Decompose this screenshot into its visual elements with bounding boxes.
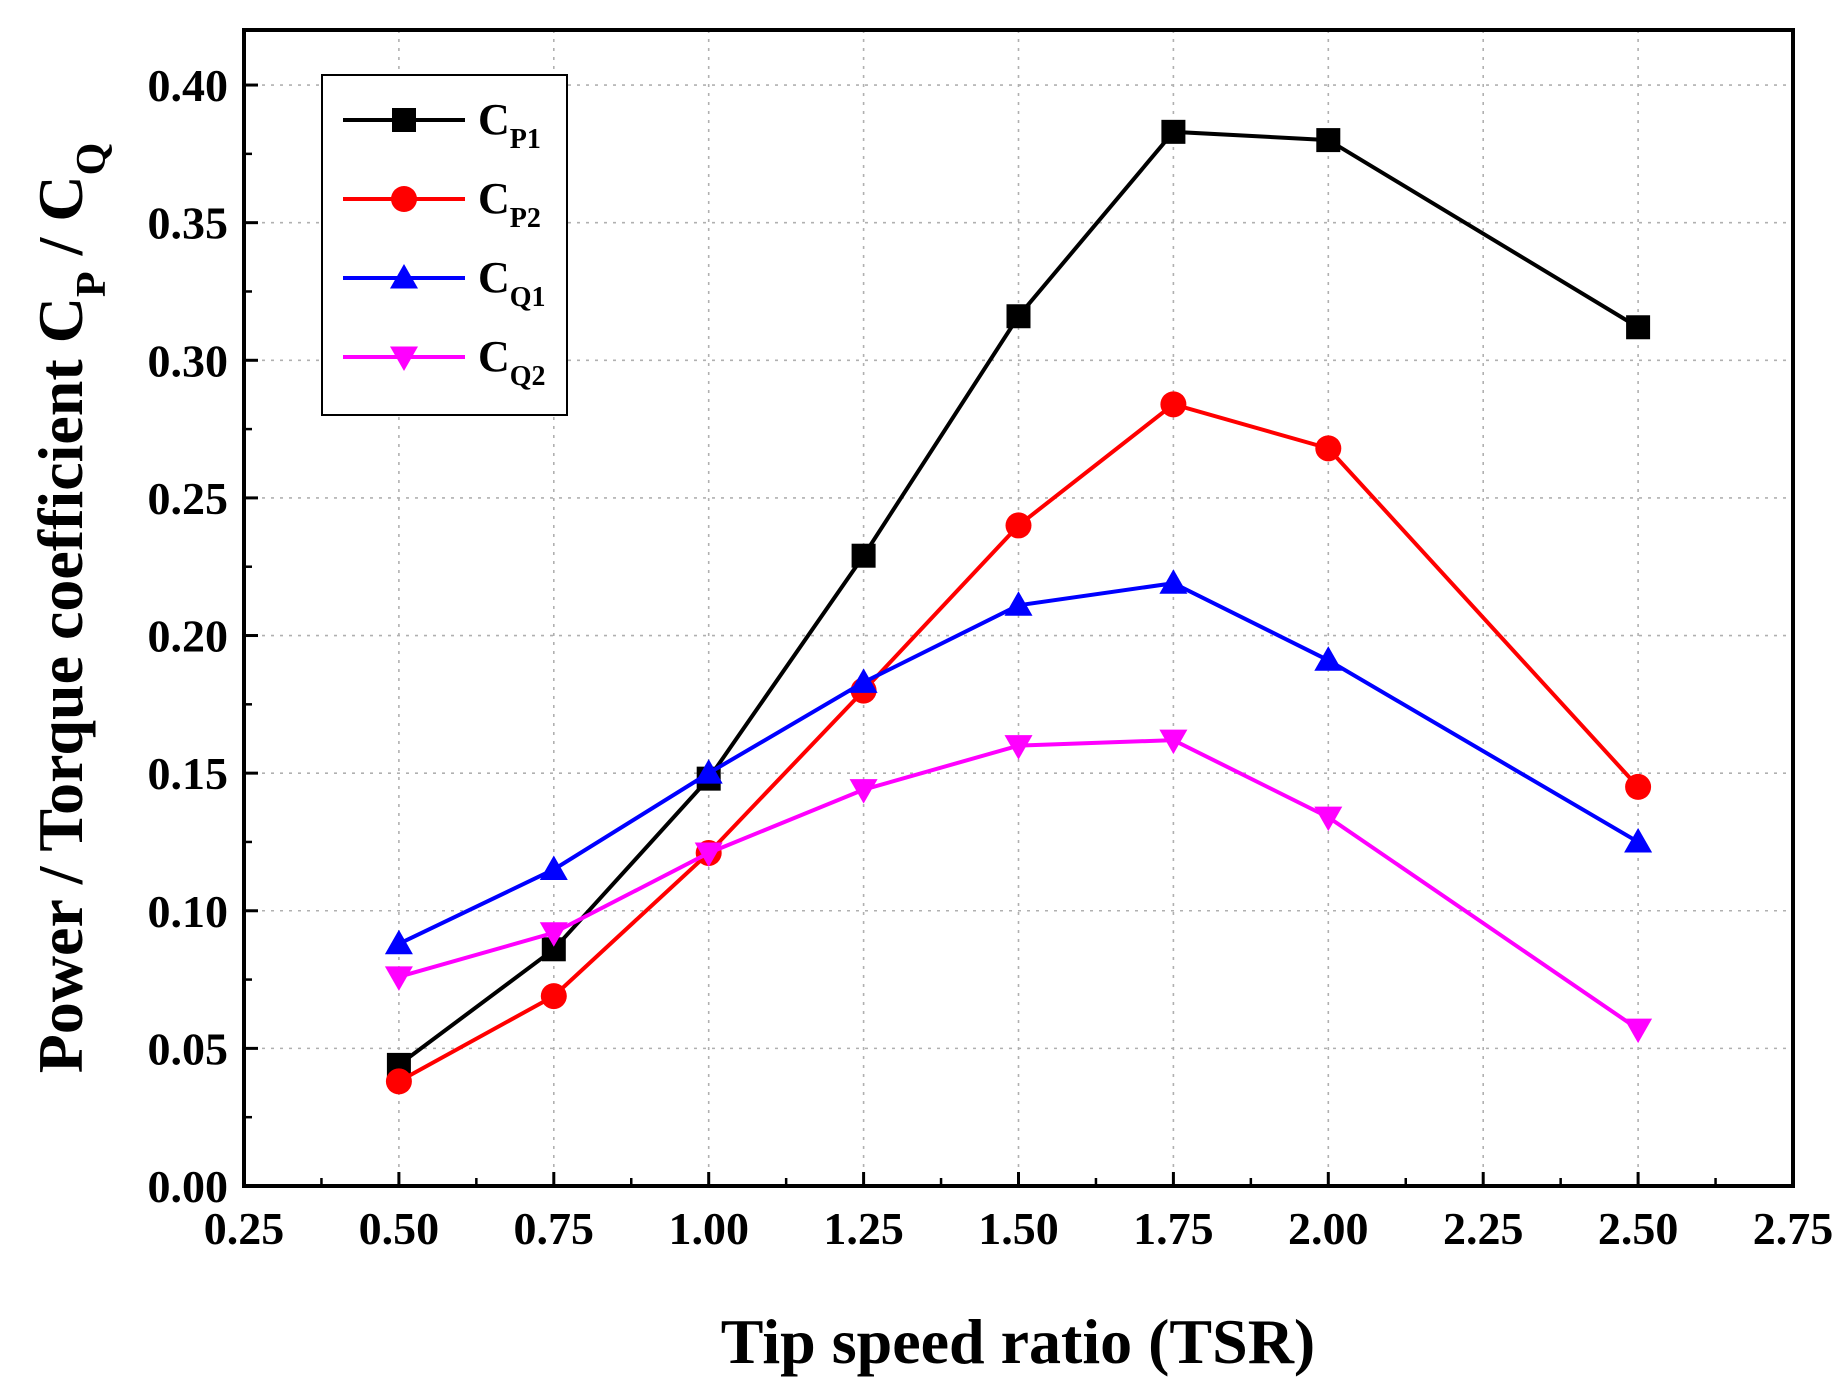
y-tick-label: 0.35 xyxy=(148,198,229,249)
data-point-cq1 xyxy=(539,855,568,880)
data-point-cp1 xyxy=(1316,128,1341,153)
data-point-cq1 xyxy=(384,929,413,955)
data-point-cq2 xyxy=(849,779,878,804)
ticks: 0.25 0.50 0.75 1.00 1.25 1.50 1.75 2.00 2.25 2.50… xyxy=(148,60,1834,1254)
x-tick-label: 2.25 xyxy=(1443,1203,1524,1254)
data-point-cp2 xyxy=(1160,391,1187,418)
y-axis-title-mid: / C xyxy=(25,175,96,271)
legend-label-main: C xyxy=(478,332,510,381)
data-point-cq1 xyxy=(849,668,878,693)
y-tick-label: 0.20 xyxy=(148,611,229,662)
data-point-cp1 xyxy=(1626,315,1651,340)
data-point-cq2 xyxy=(539,922,568,947)
legend-label-main: C xyxy=(478,174,510,223)
y-axis-title-sub2: Q xyxy=(69,143,115,176)
data-point-cp1 xyxy=(1161,119,1186,144)
data-point-cq2 xyxy=(1314,806,1343,832)
data-point-cq1 xyxy=(1004,591,1033,616)
y-tick-label: 0.15 xyxy=(148,748,229,799)
series-line-cp2 xyxy=(397,402,1640,1084)
data-point-cp1 xyxy=(851,543,876,568)
data-point-cp2 xyxy=(1625,773,1652,800)
legend-label-sub: Q2 xyxy=(510,361,546,392)
legend-label-sub: Q1 xyxy=(510,282,546,313)
data-point-cq2 xyxy=(1159,729,1188,755)
legend-label-sub: P1 xyxy=(510,124,541,155)
series-line-cq1 xyxy=(398,581,1640,946)
y-tick-label: 0.05 xyxy=(148,1023,229,1074)
y-tick-label: 0.30 xyxy=(148,335,229,386)
x-tick-label: 0.50 xyxy=(359,1203,440,1254)
series-line-cq2 xyxy=(398,738,1640,1031)
data-point-cq2 xyxy=(384,966,413,991)
legend-label-cp2: CP2 xyxy=(478,174,541,234)
data-point-cq2 xyxy=(1624,1018,1653,1044)
legend-label-cq2: CQ2 xyxy=(478,332,546,392)
legend-marker-cp1 xyxy=(392,108,416,132)
data-point-cp2 xyxy=(1315,435,1342,462)
x-axis-title: Tip speed ratio (TSR) xyxy=(721,1306,1315,1377)
legend-label-cq1: CQ1 xyxy=(478,253,546,313)
x-tick-label: 2.50 xyxy=(1598,1203,1679,1254)
data-point-cp1 xyxy=(1006,304,1031,329)
data-point-cp2 xyxy=(1005,512,1032,539)
legend-marker-cq2 xyxy=(390,346,418,371)
legend-marker-cp2 xyxy=(391,186,417,212)
y-axis-title-prefix: Power / Torque coefficient C xyxy=(25,297,96,1073)
x-tick-label: 2.00 xyxy=(1288,1203,1369,1254)
x-tick-label: 1.75 xyxy=(1133,1203,1214,1254)
legend-label-main: C xyxy=(478,253,510,302)
legend-label-sub: P2 xyxy=(510,203,541,234)
legend-label-main: C xyxy=(478,95,510,144)
data-point-cq1 xyxy=(694,759,723,784)
legend-marker-cq1 xyxy=(390,264,418,289)
y-tick-label: 0.25 xyxy=(148,473,229,524)
data-point-cq1 xyxy=(1624,827,1653,853)
y-axis-title: Power / Torque coefficient CP / CQ xyxy=(25,143,115,1074)
data-point-cq2 xyxy=(694,842,723,867)
series-group xyxy=(384,119,1653,1095)
data-point-cp2 xyxy=(385,1068,412,1095)
data-point-cq2 xyxy=(1004,735,1033,760)
x-tick-label: 1.50 xyxy=(978,1203,1059,1254)
data-point-cq1 xyxy=(1159,569,1188,594)
x-tick-label: 1.25 xyxy=(823,1203,904,1254)
x-tick-label: 2.75 xyxy=(1753,1203,1834,1254)
y-tick-label: 0.00 xyxy=(148,1161,229,1212)
y-tick-label: 0.40 xyxy=(148,60,229,111)
x-tick-label: 1.00 xyxy=(668,1203,749,1254)
legend-label-cp1: CP1 xyxy=(478,95,541,155)
x-tick-label: 0.75 xyxy=(514,1203,595,1254)
x-tick-label: 0.25 xyxy=(204,1203,285,1254)
data-point-cq1 xyxy=(1314,646,1343,671)
data-point-cp2 xyxy=(540,983,567,1010)
y-tick-label: 0.10 xyxy=(148,886,229,937)
y-axis-title-sub1: P xyxy=(69,271,115,297)
